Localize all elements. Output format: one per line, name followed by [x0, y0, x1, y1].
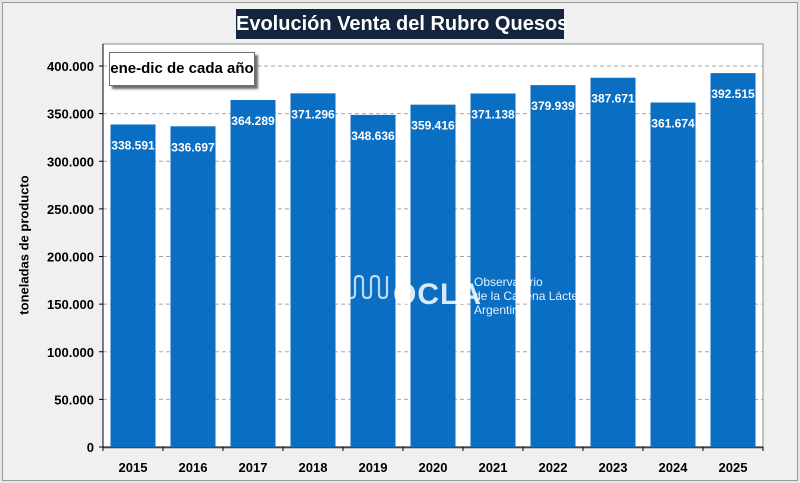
data-label: 359.416	[411, 119, 455, 133]
chart-title: Evolución Venta del Rubro Quesos	[236, 9, 568, 39]
ocla-logo-word: OCLA	[393, 278, 482, 311]
bar-2021	[470, 93, 516, 447]
bar-2020	[410, 104, 456, 448]
y-tick-label: 50.000	[54, 392, 94, 407]
x-tick-label: 2019	[359, 460, 388, 475]
data-label: 371.296	[291, 107, 335, 121]
x-tick-label: 2024	[659, 460, 689, 475]
bar-2023	[590, 77, 636, 447]
period-note: ene-dic de cada año	[109, 52, 255, 86]
data-label: 371.138	[471, 107, 515, 121]
ocla-logo-wave-icon	[345, 274, 389, 300]
data-label: 379.939	[531, 99, 575, 113]
x-tick-label: 2017	[239, 460, 268, 475]
logo-line-3: Argentina	[474, 303, 526, 317]
y-tick-label: 100.000	[47, 345, 94, 360]
y-tick-label: 400.000	[47, 59, 94, 74]
y-tick-label: 350.000	[47, 107, 94, 122]
x-tick-label: 2020	[419, 460, 448, 475]
x-tick-label: 2021	[479, 460, 508, 475]
ocla-logo-caption: Observatorio de la Cadena Láctea Argenti…	[474, 275, 585, 317]
x-tick-label: 2016	[179, 460, 208, 475]
bar-2024	[650, 102, 696, 447]
bar-2017	[230, 100, 276, 448]
bar-2025	[710, 73, 756, 448]
x-tick-label: 2018	[299, 460, 328, 475]
data-label: 348.636	[351, 129, 395, 143]
x-tick-label: 2025	[719, 460, 748, 475]
logo-line-2: de la Cadena Láctea	[474, 289, 585, 303]
bar-2016	[170, 126, 216, 447]
data-label: 364.289	[231, 114, 275, 128]
data-label: 338.591	[111, 138, 155, 152]
y-tick-label: 0	[87, 440, 94, 455]
x-tick-label: 2015	[119, 460, 148, 475]
x-tick-label: 2023	[599, 460, 628, 475]
y-tick-label: 200.000	[47, 250, 94, 265]
y-tick-label: 150.000	[47, 297, 94, 312]
data-label: 361.674	[651, 117, 695, 131]
bar-2022	[530, 85, 576, 448]
data-label: 387.671	[591, 92, 635, 106]
data-label: 392.515	[711, 87, 755, 101]
logo-line-1: Observatorio	[474, 275, 543, 289]
y-tick-label: 300.000	[47, 154, 94, 169]
x-tick-label: 2022	[539, 460, 568, 475]
data-label: 336.697	[171, 140, 215, 154]
bar-2018	[290, 93, 336, 447]
y-tick-label: 250.000	[47, 202, 94, 217]
bar-2015	[110, 124, 156, 448]
